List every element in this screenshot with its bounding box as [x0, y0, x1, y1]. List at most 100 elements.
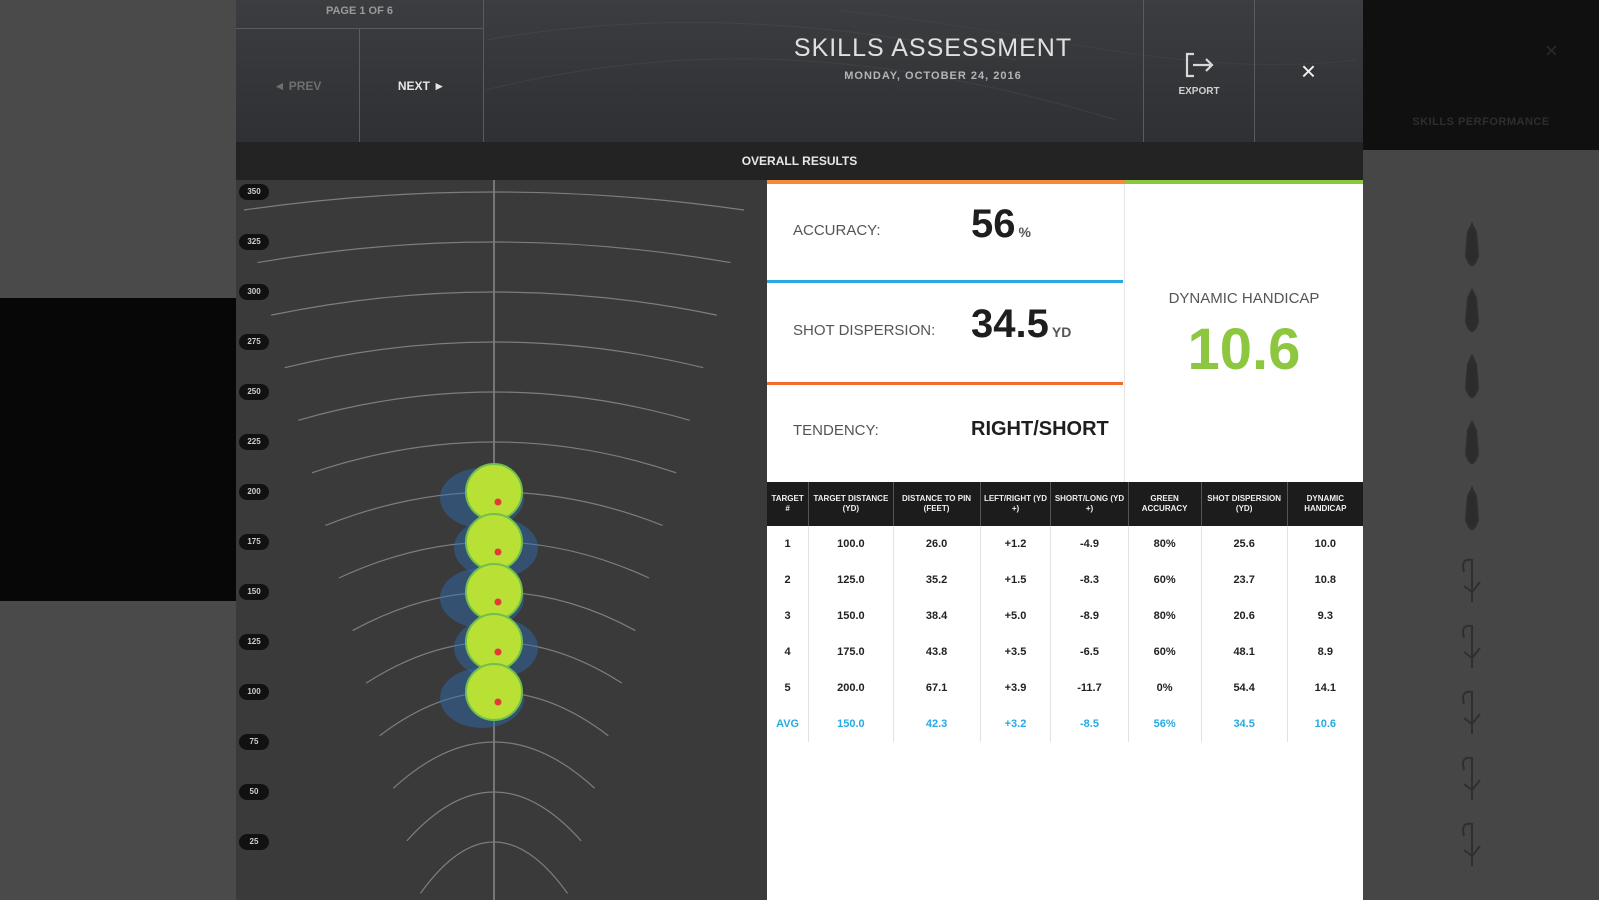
shot-marker	[494, 698, 502, 706]
yard-marker: 225	[239, 434, 269, 450]
table-cell: +5.0	[979, 598, 1051, 634]
page-title: SKILLS ASSESSMENT	[793, 34, 1073, 62]
yard-marker: 175	[239, 534, 269, 550]
export-label: EXPORT	[1178, 86, 1220, 97]
tendency-label: TENDENCY:	[793, 422, 879, 439]
dynamic-handicap-label: DYNAMIC HANDICAP	[1168, 290, 1320, 307]
table-cell: 200.0	[808, 670, 894, 706]
green-target[interactable]	[465, 613, 523, 671]
table-cell: -11.7	[1050, 670, 1129, 706]
table-cell: 10.0	[1286, 526, 1363, 562]
accuracy-top-rule	[767, 180, 1125, 184]
background-close-icon: ×	[1545, 38, 1558, 63]
table-cell: 34.5	[1200, 706, 1288, 742]
wood-icon	[1458, 287, 1486, 340]
header-background-lines	[485, 9, 1357, 121]
accuracy-rule	[767, 280, 1123, 283]
table-cell: 38.4	[892, 598, 981, 634]
skills-assessment-modal: PAGE 1 OF 6 ◄ PREV NEXT ► SKILLS ASSESSM…	[236, 0, 1363, 900]
table-cell: 150.0	[808, 706, 894, 742]
table-cell: 60%	[1127, 562, 1202, 598]
iron-icon	[1458, 816, 1486, 868]
background-skills-performance-panel	[1363, 0, 1599, 900]
table-header-cell: DYNAMIC HANDICAP	[1286, 482, 1363, 526]
green-target[interactable]	[465, 513, 523, 571]
yard-marker: 350	[239, 184, 269, 200]
table-header-cell: SHORT/LONG (YD +)	[1050, 482, 1129, 526]
accuracy-number: 56	[971, 202, 1016, 246]
table-cell: 100.0	[808, 526, 894, 562]
page-indicator: PAGE 1 OF 6	[325, 5, 394, 17]
yardage-arc	[271, 291, 717, 316]
yardage-arc	[257, 241, 731, 264]
assessment-date: MONDAY, OCTOBER 24, 2016	[844, 70, 1022, 82]
table-row: 1 100.0 26.0 +1.2 -4.9 80% 25.6 10.0	[767, 526, 1363, 562]
table-header-cell: SHOT DISPERSION (YD)	[1200, 482, 1288, 526]
table-cell: 54.4	[1200, 670, 1288, 706]
close-icon: ×	[1300, 55, 1317, 86]
accuracy-label: ACCURACY:	[793, 222, 881, 239]
table-cell: 8.9	[1286, 634, 1363, 670]
table-header-row: TARGET # TARGET DISTANCE (YD) DISTANCE TO …	[767, 482, 1363, 526]
yardage-arc	[243, 191, 745, 211]
table-cell: AVG	[776, 718, 800, 730]
yardage-arc	[392, 741, 596, 789]
table-cell: +1.5	[979, 562, 1051, 598]
table-cell: 4	[784, 646, 791, 658]
yard-marker: 125	[239, 634, 269, 650]
table-cell: 23.7	[1200, 562, 1288, 598]
yardage-arc	[419, 841, 569, 894]
stats-divider	[1124, 184, 1125, 482]
shot-marker	[494, 648, 502, 656]
green-target[interactable]	[465, 463, 523, 521]
table-cell: 42.3	[892, 706, 981, 742]
results-panel: ACCURACY: 56% SHOT DISPERSION: 34.5 YD TE…	[767, 180, 1363, 900]
tendency-text: RIGHT/SHORT	[971, 418, 1109, 440]
yardage-arc	[284, 341, 704, 369]
yardage-arc	[406, 791, 582, 842]
table-cell: 80%	[1127, 598, 1202, 634]
table-header-cell: TARGET #	[767, 482, 809, 526]
overall-results-bar: OVERALL RESULTS	[236, 142, 1363, 180]
prev-page-button[interactable]: ◄ PREV	[236, 29, 360, 142]
shot-dispersion-value: 34.5 YD	[971, 302, 1071, 347]
tendency-value: RIGHT/SHORT	[971, 418, 1109, 441]
table-cell: 0%	[1127, 670, 1202, 706]
table-cell: 175.0	[808, 634, 894, 670]
table-cell: +3.5	[979, 634, 1051, 670]
shot-marker	[494, 598, 502, 606]
green-target[interactable]	[465, 563, 523, 621]
wood-icon	[1458, 353, 1486, 406]
green-target[interactable]	[465, 663, 523, 721]
table-cell: 10.6	[1286, 706, 1363, 742]
table-cell: +3.9	[979, 670, 1051, 706]
shot-dispersion-label: SHOT DISPERSION:	[793, 322, 936, 339]
accuracy-unit: %	[1018, 224, 1031, 240]
yard-marker: 250	[239, 384, 269, 400]
table-row: 5 200.0 67.1 +3.9 -11.7 0% 54.4 14.1	[767, 670, 1363, 706]
shot-chart: 350 325 300 275 250 225 200 175 150 125 100 75 50 25	[236, 180, 767, 900]
range-map	[243, 180, 745, 900]
hybrid-icon	[1458, 419, 1486, 472]
yard-marker: 300	[239, 284, 269, 300]
driver-icon	[1458, 221, 1486, 274]
table-cell: 14.1	[1286, 670, 1363, 706]
table-row: 2 125.0 35.2 +1.5 -8.3 60% 23.7 10.8	[767, 562, 1363, 598]
overall-results-title: OVERALL RESULTS	[741, 154, 858, 168]
pager-divider	[236, 28, 483, 29]
table-cell: 5	[784, 682, 791, 694]
export-button[interactable]: EXPORT	[1143, 0, 1255, 142]
yard-marker: 200	[239, 484, 269, 500]
modal-header: PAGE 1 OF 6 ◄ PREV NEXT ► SKILLS ASSESSM…	[236, 0, 1363, 142]
table-cell: 48.1	[1200, 634, 1288, 670]
iron-icon	[1458, 552, 1486, 604]
table-cell: -8.3	[1050, 562, 1129, 598]
next-page-button[interactable]: NEXT ►	[397, 78, 446, 93]
iron-icon	[1458, 618, 1486, 670]
results-table: TARGET # TARGET DISTANCE (YD) DISTANCE TO …	[767, 482, 1363, 742]
yard-marker: 150	[239, 584, 269, 600]
dispersion-rule	[767, 382, 1123, 385]
close-button[interactable]: ×	[1254, 0, 1363, 142]
table-cell: +3.2	[979, 706, 1051, 742]
yardage-arc	[311, 441, 677, 474]
